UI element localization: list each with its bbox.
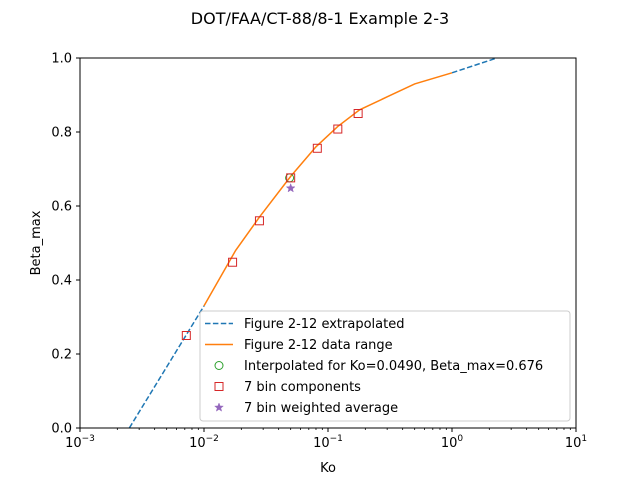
legend-swatch [214,361,224,370]
legend-entry: Figure 2-12 extrapolated [205,317,404,332]
y-tick-label: 0.4 [51,274,72,289]
legend-entry: Figure 2-12 data range [205,338,393,353]
x-tick-label: 10−1 [313,434,343,451]
chart-title: DOT/FAA/CT-88/8-1 Example 2-3 [191,9,449,28]
data-point [254,216,264,226]
y-axis-label: Beta_max [29,210,44,275]
legend-swatch [214,382,224,391]
data-point [333,124,343,134]
legend-entry: Interpolated for Ko=0.0490, Beta_max=0.6… [214,359,543,374]
x-tick-label: 100 [441,434,464,451]
y-tick-label: 0.8 [51,126,72,141]
legend-entry: 7 bin components [214,380,361,395]
data-point [286,173,296,183]
legend-label: Figure 2-12 data range [244,338,393,353]
x-tick-label: 10−2 [189,434,219,451]
series-extrapolated-line-high [451,58,498,74]
data-point [228,257,238,267]
legend: Figure 2-12 extrapolated Figure 2-12 data… [199,310,571,422]
y-tick-label: 0.6 [51,200,72,215]
series-data-range-line [203,72,453,307]
legend-box [199,310,571,422]
legend-swatch [214,402,224,412]
legend-label: 7 bin components [244,380,361,395]
legend-label: 7 bin weighted average [244,401,398,416]
y-tick-label: 0.2 [51,348,72,363]
x-axis-ticks: 10−3 10−2 10−1 100 101 [65,428,587,451]
legend-label: Figure 2-12 extrapolated [244,317,404,332]
legend-label: Interpolated for Ko=0.0490, Beta_max=0.6… [244,359,543,374]
x-tick-label: 10−3 [65,434,95,451]
y-axis-ticks: 0.0 0.2 0.4 0.6 0.8 1.0 [51,52,80,437]
data-point [312,143,322,153]
data-point [353,109,363,118]
y-tick-label: 1.0 [51,52,72,67]
x-axis-label: Ko [320,461,336,476]
y-tick-label: 0.0 [51,422,72,437]
data-point [285,183,296,193]
data-point [181,331,191,340]
plot-area [128,58,498,428]
x-tick-label: 101 [565,434,587,451]
series-extrapolated-line-low [128,305,205,428]
legend-entry: 7 bin weighted average [214,401,398,416]
